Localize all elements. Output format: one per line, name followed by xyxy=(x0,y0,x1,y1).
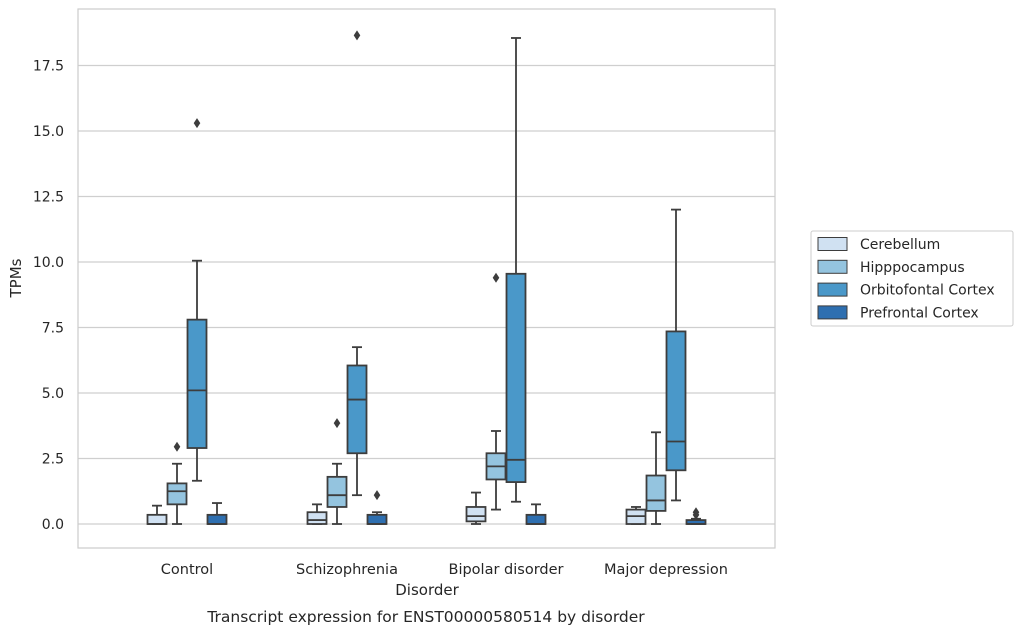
box-iqr xyxy=(166,482,188,506)
box-prefrontal-cortex xyxy=(685,507,707,525)
box-prefrontal-cortex xyxy=(206,502,228,525)
x-tick-label: Major depression xyxy=(604,562,728,578)
legend-swatch xyxy=(817,237,848,251)
box-iqr xyxy=(525,513,547,525)
legend-label: Cerebellum xyxy=(860,237,940,253)
box-orbitofontal-cortex xyxy=(665,208,687,502)
box-iqr xyxy=(206,513,228,525)
y-tick-label: 5.0 xyxy=(42,386,64,402)
x-tick-label: Bipolar disorder xyxy=(449,562,564,578)
box-layer xyxy=(146,30,707,525)
x-tick-label: Schizophrenia xyxy=(296,562,398,578)
box-hipppocampus xyxy=(645,431,667,525)
x-tick-label: Control xyxy=(161,562,213,578)
legend-swatch xyxy=(817,259,848,274)
box-iqr xyxy=(306,511,328,525)
box-iqr xyxy=(326,475,348,508)
outlier-point xyxy=(173,441,181,452)
legend-frame xyxy=(810,230,1014,327)
box-prefrontal-cortex xyxy=(525,503,547,525)
y-tick-label: 2.5 xyxy=(42,452,64,468)
box-iqr xyxy=(665,330,687,472)
box-cerebellum xyxy=(465,491,487,525)
x-axis-label: Disorder xyxy=(395,581,459,599)
box-iqr xyxy=(465,506,487,523)
box-orbitofontal-cortex xyxy=(346,30,368,497)
y-tick-label: 0.0 xyxy=(42,517,64,533)
legend-label: Hipppocampus xyxy=(860,260,965,276)
box-iqr xyxy=(346,364,368,455)
box-iqr xyxy=(186,318,208,449)
legend-label: Orbitofontal Cortex xyxy=(860,283,995,299)
x-tick-labels: Control Schizophrenia Bipolar disorder Majo… xyxy=(161,562,728,578)
box-cerebellum xyxy=(306,503,328,525)
y-axis-label: TPMs xyxy=(7,258,25,298)
box-iqr xyxy=(505,272,527,483)
box-prefrontal-cortex xyxy=(366,490,388,525)
outlier-point xyxy=(492,272,500,283)
box-cerebellum xyxy=(625,506,647,525)
legend: Cerebellum Hipppocampus Orbitofontal Corte… xyxy=(810,230,1014,327)
y-tick-label: 10.0 xyxy=(33,255,64,271)
box-orbitofontal-cortex xyxy=(186,118,208,482)
chart-caption: Transcript expression for ENST0000058051… xyxy=(206,608,645,626)
outlier-point xyxy=(353,30,361,41)
outlier-point xyxy=(333,418,341,429)
box-hipppocampus xyxy=(166,441,188,525)
plot-frame xyxy=(77,8,776,549)
legend-swatch xyxy=(817,305,848,320)
box-orbitofontal-cortex xyxy=(505,37,527,503)
outlier-point xyxy=(692,509,700,520)
box-hipppocampus xyxy=(326,418,348,525)
box-iqr xyxy=(146,513,168,525)
y-tick-labels: 0.0 2.5 5.0 7.5 10.0 12.5 15.0 17.5 xyxy=(33,59,64,534)
legend-label: Prefrontal Cortex xyxy=(860,305,979,321)
box-iqr xyxy=(645,474,667,512)
box-iqr xyxy=(366,513,388,525)
legend-swatch xyxy=(817,282,848,297)
y-tick-label: 17.5 xyxy=(33,59,64,75)
outlier-point xyxy=(373,490,381,501)
box-cerebellum xyxy=(146,504,168,525)
y-tick-label: 12.5 xyxy=(33,190,64,206)
outlier-point xyxy=(193,118,201,129)
y-tick-label: 15.0 xyxy=(33,124,64,140)
y-tick-label: 7.5 xyxy=(42,321,64,337)
box-hipppocampus xyxy=(485,272,507,511)
